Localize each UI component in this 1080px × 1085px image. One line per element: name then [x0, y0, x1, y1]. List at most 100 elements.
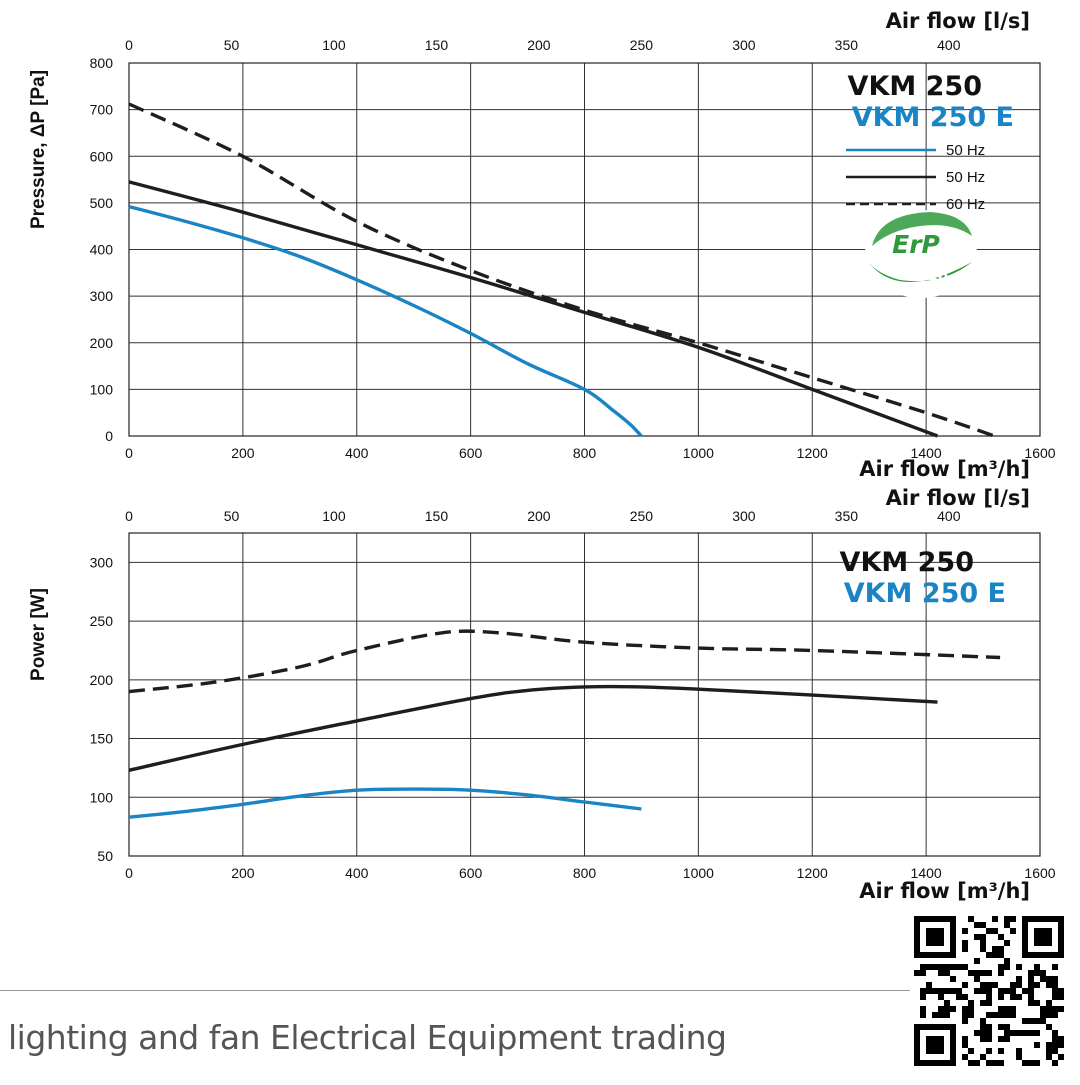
qr-module [1052, 964, 1058, 970]
qr-module [1004, 1036, 1010, 1042]
qr-module [986, 1000, 992, 1006]
x-tick-label: 0 [125, 865, 133, 881]
qr-module [950, 1006, 956, 1012]
qr-module [980, 982, 986, 988]
legend: 50 Hz 50 Hz 60 Hz [846, 142, 985, 213]
x-tick-label: 1200 [797, 445, 828, 461]
qr-module [1028, 976, 1034, 982]
qr-module [944, 1006, 950, 1012]
qr-module [1052, 1036, 1058, 1042]
qr-module [986, 988, 992, 994]
qr-module [920, 1012, 926, 1018]
series-line-vkm-250-60hz [128, 102, 995, 438]
qr-module [962, 964, 968, 970]
qr-module [1010, 928, 1016, 934]
qr-module [986, 1036, 992, 1042]
qr-module [1058, 994, 1064, 1000]
x2-tick-label: 400 [937, 508, 961, 524]
qr-module [962, 946, 968, 952]
qr-module [980, 1018, 986, 1024]
badge-arc [872, 212, 972, 246]
qr-module [920, 970, 926, 976]
qr-module [986, 1024, 992, 1030]
qr-module [1058, 1042, 1064, 1048]
qr-module [932, 988, 938, 994]
y-tick-label: 300 [90, 288, 114, 304]
qr-module [1028, 988, 1034, 994]
x2-tick-label: 300 [732, 37, 756, 53]
x2-tick-label: 50 [224, 37, 240, 53]
qr-module [974, 1030, 980, 1036]
qr-module [968, 1000, 974, 1006]
x2-axis-label: Air flow [l/s] [886, 486, 1030, 510]
qr-module [1028, 1000, 1034, 1006]
x-tick-label: 1200 [797, 865, 828, 881]
series-line-vkm-250-50hz [128, 684, 938, 772]
qr-module [926, 982, 932, 988]
y-tick-label: 600 [90, 148, 114, 164]
qr-module [1010, 1012, 1016, 1018]
qr-module [1040, 1006, 1046, 1012]
badge-text: ErP [892, 230, 940, 259]
x2-tick-label: 150 [425, 508, 449, 524]
qr-module [1040, 970, 1046, 976]
x2-tick-label: 300 [732, 508, 756, 524]
qr-module [1028, 982, 1034, 988]
qr-module [962, 1006, 968, 1012]
qr-module [1034, 1060, 1040, 1066]
y-tick-label: 700 [90, 102, 114, 118]
qr-module [1052, 1012, 1058, 1018]
qr-module [1004, 922, 1010, 928]
x2-tick-label: 200 [527, 508, 551, 524]
qr-module [998, 1012, 1004, 1018]
qr-module [1028, 1018, 1034, 1024]
chart-title: VKM 250 [840, 547, 974, 578]
qr-module [950, 976, 956, 982]
x-tick-label: 1000 [683, 865, 714, 881]
qr-module [974, 922, 980, 928]
qr-module [1016, 964, 1022, 970]
x-tick-label: 1600 [1024, 865, 1055, 881]
qr-module [1016, 1054, 1022, 1060]
qr-module [1016, 1048, 1022, 1054]
qr-module [1004, 1012, 1010, 1018]
qr-module [992, 916, 998, 922]
qr-module [1034, 1030, 1040, 1036]
y-tick-label: 500 [90, 195, 114, 211]
x-tick-label: 1000 [683, 445, 714, 461]
qr-module [962, 928, 968, 934]
chart-subtitle: VKM 250 E [852, 102, 1014, 133]
qr-module [998, 952, 1004, 958]
qr-module [968, 970, 974, 976]
qr-module [974, 976, 980, 982]
qr-module [1010, 916, 1016, 922]
qr-module [992, 946, 998, 952]
qr-module [1034, 1000, 1040, 1006]
qr-module [968, 1048, 974, 1054]
qr-module [1052, 976, 1058, 982]
qr-module [1004, 916, 1010, 922]
qr-module [1022, 1018, 1028, 1024]
y-axis-label: Pressure, ΔP [Pa] [28, 70, 49, 229]
qr-module [1004, 1006, 1010, 1012]
legend-label: 50 Hz [946, 142, 985, 159]
qr-module [920, 994, 926, 1000]
qr-module [938, 964, 944, 970]
qr-module [1004, 940, 1010, 946]
qr-module [1016, 994, 1022, 1000]
qr-module [956, 994, 962, 1000]
qr-module [968, 1006, 974, 1012]
qr-module [1046, 1000, 1052, 1006]
qr-module [1004, 1024, 1010, 1030]
y-tick-label: 100 [90, 789, 114, 805]
qr-module [1040, 1012, 1046, 1018]
qr-module [956, 988, 962, 994]
qr-module [1046, 1054, 1052, 1060]
qr-module [1046, 1012, 1052, 1018]
legend-label: 60 Hz [946, 196, 985, 213]
qr-module [956, 964, 962, 970]
qr-module [998, 1060, 1004, 1066]
qr-module [1004, 964, 1010, 970]
x-tick-label: 1400 [911, 865, 942, 881]
